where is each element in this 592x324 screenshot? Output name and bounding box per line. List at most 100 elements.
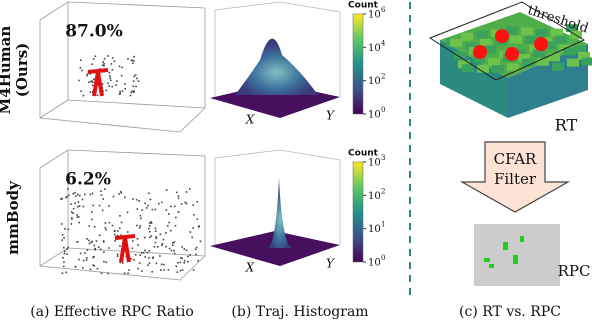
point <box>70 203 72 206</box>
point <box>113 60 116 63</box>
point <box>64 227 66 230</box>
point <box>108 205 110 207</box>
point <box>119 90 121 93</box>
point <box>191 236 193 239</box>
point <box>133 259 135 261</box>
point <box>185 202 188 205</box>
rpc-label: RPC <box>558 262 591 280</box>
point <box>133 75 136 78</box>
point <box>105 228 107 231</box>
point <box>62 257 64 259</box>
point <box>67 188 69 190</box>
point <box>127 272 129 275</box>
point <box>92 256 94 259</box>
point <box>118 93 121 95</box>
point <box>176 271 179 273</box>
colorbar-tick-base: 10 <box>368 110 381 121</box>
point <box>119 261 122 264</box>
point <box>132 240 134 242</box>
point <box>124 87 126 90</box>
point <box>109 77 111 80</box>
point <box>128 269 130 271</box>
point <box>102 61 105 63</box>
point <box>100 190 102 193</box>
point <box>133 60 135 62</box>
rpc-point <box>484 258 490 262</box>
point <box>161 244 163 247</box>
point <box>115 84 117 86</box>
point <box>148 222 151 224</box>
axis-label: Y <box>326 109 335 123</box>
colorbar-tick-exp: 0 <box>381 106 385 114</box>
point <box>141 209 143 211</box>
point <box>177 211 180 213</box>
point <box>111 57 114 59</box>
colorbar-tick-exp: 2 <box>381 73 385 81</box>
point <box>89 91 92 93</box>
point <box>153 245 156 248</box>
point <box>175 216 177 219</box>
point <box>104 222 107 224</box>
rt-bar <box>574 45 586 54</box>
point <box>116 230 119 232</box>
point <box>61 197 63 200</box>
rt-bar <box>544 41 556 50</box>
point <box>165 209 168 211</box>
point <box>63 252 66 255</box>
point <box>132 80 135 83</box>
point <box>65 271 68 274</box>
point <box>181 269 184 271</box>
rt-bar <box>518 53 530 62</box>
point <box>88 242 91 245</box>
point <box>108 247 110 249</box>
rt-bar <box>514 49 526 58</box>
point <box>132 198 134 200</box>
hist-peak <box>235 38 318 95</box>
point <box>63 246 65 249</box>
point <box>180 257 182 259</box>
point <box>78 79 80 82</box>
point <box>76 241 79 243</box>
rt-bar <box>555 35 567 44</box>
point <box>141 270 143 272</box>
point <box>75 195 77 197</box>
point <box>155 262 158 265</box>
point <box>91 218 93 221</box>
point <box>126 231 129 233</box>
point <box>61 234 64 236</box>
point <box>130 257 132 260</box>
point <box>189 254 191 256</box>
point <box>170 249 173 252</box>
point <box>96 94 99 97</box>
caption: (a) Effective RPC Ratio <box>30 304 194 320</box>
point <box>132 91 135 94</box>
point <box>114 240 116 242</box>
point <box>118 193 120 195</box>
rt-bar <box>522 58 534 67</box>
rt-bar <box>473 54 485 63</box>
point <box>89 193 92 196</box>
point <box>177 261 179 264</box>
point <box>85 259 88 261</box>
point <box>161 242 164 245</box>
point <box>160 269 162 271</box>
point <box>148 227 150 230</box>
rt-bar <box>529 44 541 53</box>
point <box>185 249 188 252</box>
point <box>72 207 75 210</box>
point <box>137 80 140 82</box>
point <box>63 237 65 239</box>
point <box>101 83 104 85</box>
point <box>95 240 98 242</box>
point <box>137 244 139 246</box>
point <box>155 236 157 238</box>
colorbar-tick-exp: 3 <box>381 154 385 162</box>
point <box>71 217 73 219</box>
point <box>173 249 175 252</box>
point <box>130 59 133 62</box>
rt-bar <box>567 58 579 67</box>
point <box>116 255 119 257</box>
point <box>136 208 139 210</box>
point <box>86 74 88 77</box>
